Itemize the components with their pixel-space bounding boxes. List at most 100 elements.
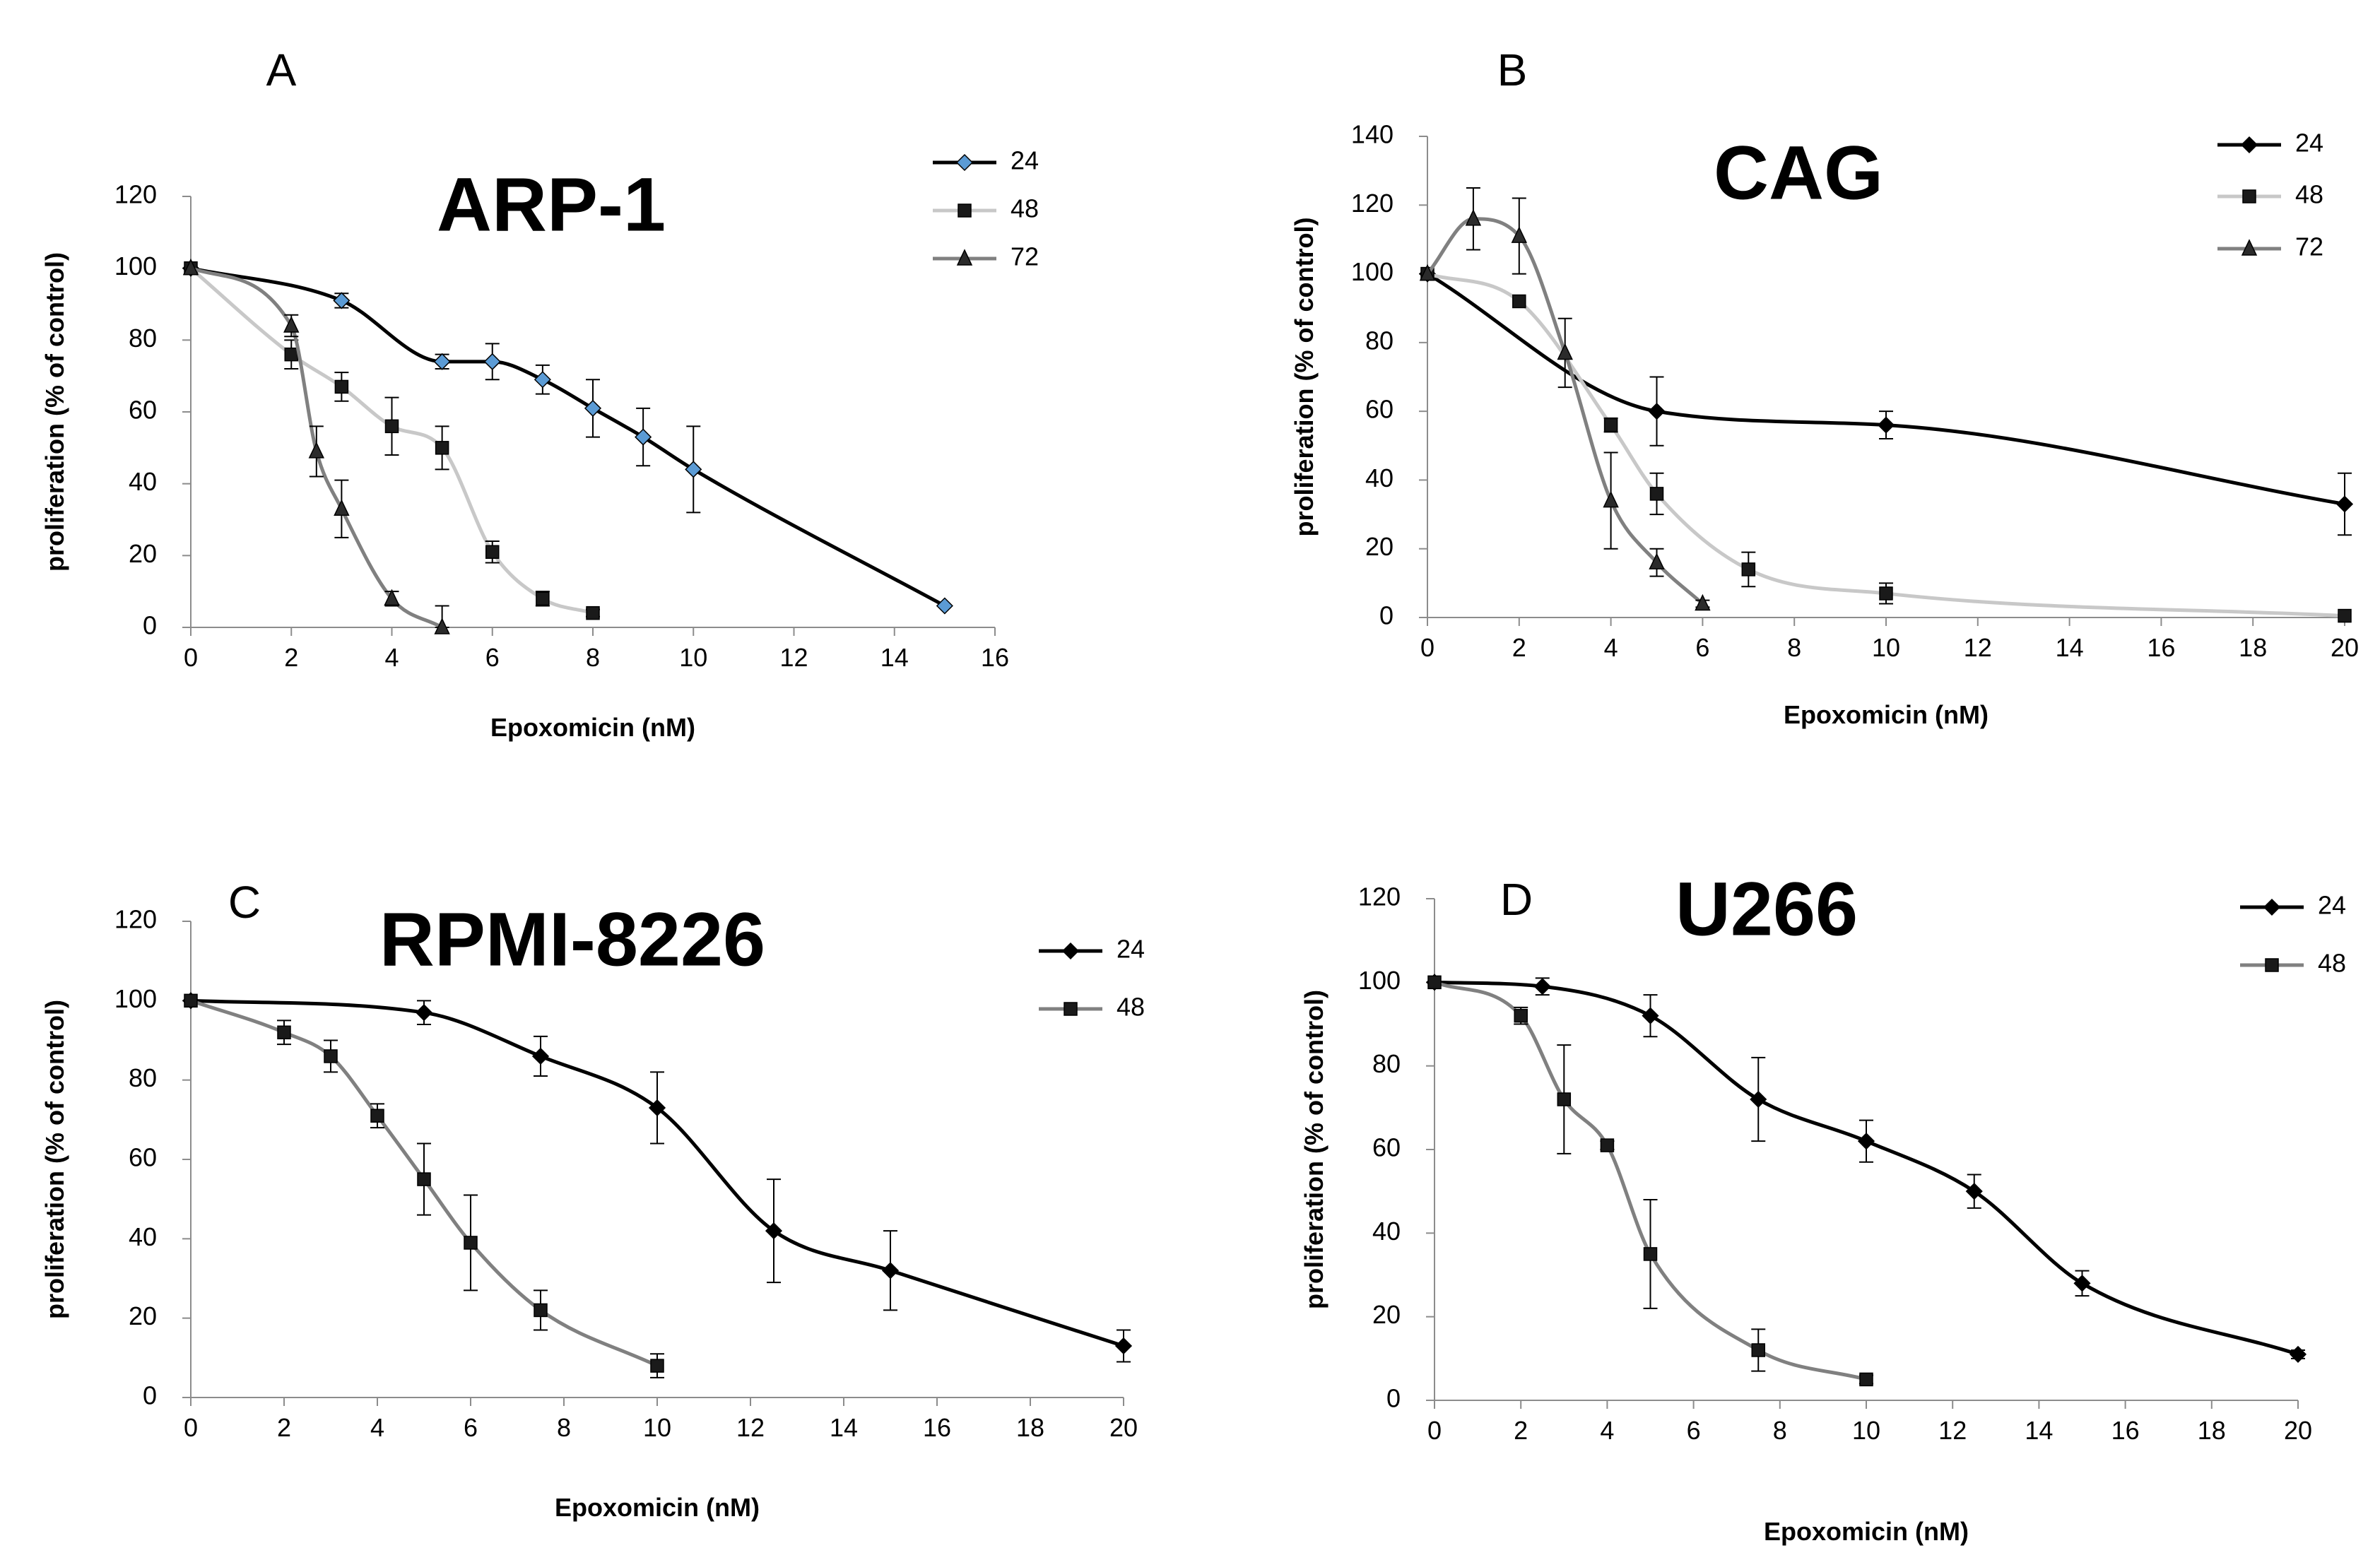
- panel-letter: B: [1497, 45, 1528, 95]
- data-point: [1427, 975, 1442, 990]
- x-tick-label: 14: [880, 643, 909, 672]
- data-point: [1750, 1090, 1767, 1109]
- y-tick-label: 80: [1365, 326, 1394, 355]
- data-point: [324, 1049, 338, 1063]
- y-tick-label: 60: [1365, 395, 1394, 424]
- y-tick-label: 0: [1379, 601, 1394, 630]
- data-point: [1877, 416, 1895, 434]
- legend-marker: [1061, 942, 1080, 960]
- series-48: [184, 993, 664, 1378]
- data-point: [1511, 226, 1527, 243]
- chart-title: CAG: [1714, 130, 1883, 215]
- legend-label: 48: [1011, 194, 1039, 223]
- panel-letter: D: [1500, 874, 1533, 925]
- data-point: [1857, 1133, 1875, 1150]
- y-tick-label: 100: [1351, 257, 1394, 286]
- x-tick-label: 0: [1420, 633, 1435, 662]
- series-line: [190, 266, 946, 608]
- data-point: [334, 379, 349, 394]
- x-tick-label: 16: [2111, 1416, 2140, 1445]
- chart-title: ARP-1: [437, 162, 666, 247]
- x-tick-label: 16: [981, 643, 1009, 672]
- y-tick-label: 120: [114, 180, 157, 209]
- data-point: [434, 618, 450, 634]
- data-point: [334, 499, 350, 516]
- data-point: [485, 545, 500, 559]
- data-point: [1741, 562, 1756, 577]
- series-24: [1425, 974, 2307, 1363]
- series-line: [1427, 272, 2345, 618]
- data-point: [415, 1004, 433, 1022]
- data-point: [1114, 1337, 1133, 1355]
- legend-label: 24: [2295, 129, 2323, 158]
- legend-marker: [2242, 189, 2256, 203]
- series-24: [1418, 265, 2354, 536]
- data-point: [1533, 978, 1551, 995]
- data-point: [536, 591, 550, 606]
- legend-entry-24: 24: [2217, 129, 2323, 158]
- data-point: [433, 353, 451, 370]
- y-tick-label: 120: [114, 905, 157, 934]
- y-tick-label: 40: [129, 1222, 157, 1251]
- data-point: [308, 442, 325, 459]
- x-tick-label: 0: [184, 643, 198, 672]
- series-48: [1420, 266, 2352, 623]
- legend-entry-72: 72: [933, 242, 1039, 271]
- x-tick-label: 14: [2025, 1416, 2053, 1445]
- data-point: [1859, 1372, 1873, 1387]
- x-tick-label: 2: [284, 643, 298, 672]
- x-tick-label: 2: [1512, 633, 1526, 662]
- x-axis-label: Epoxomicin (nM): [1764, 1517, 1969, 1546]
- y-tick-label: 140: [1351, 120, 1394, 149]
- panel-letter: A: [266, 45, 297, 95]
- x-tick-label: 8: [586, 643, 600, 672]
- series-72: [182, 258, 450, 634]
- y-tick-label: 80: [129, 1063, 157, 1092]
- data-point: [1600, 1138, 1615, 1152]
- x-tick-label: 0: [1427, 1416, 1442, 1445]
- x-tick-label: 14: [830, 1413, 858, 1442]
- series-line: [1426, 272, 2345, 506]
- x-tick-label: 2: [1514, 1416, 1528, 1445]
- data-point: [1603, 490, 1619, 508]
- x-axis-label: Epoxomicin (nM): [555, 1493, 760, 1522]
- data-point: [1648, 403, 1666, 420]
- y-tick-label: 100: [114, 984, 157, 1013]
- data-point: [1695, 593, 1711, 611]
- data-point: [464, 1236, 478, 1250]
- x-tick-label: 10: [1872, 633, 1900, 662]
- series-24: [182, 992, 1133, 1363]
- data-point: [1965, 1183, 1983, 1200]
- data-point: [534, 371, 551, 389]
- data-point: [2073, 1275, 2091, 1292]
- y-tick-label: 0: [143, 611, 157, 640]
- panel-letter: C: [228, 877, 261, 928]
- x-tick-label: 16: [2147, 633, 2175, 662]
- x-tick-label: 20: [2331, 633, 2359, 662]
- data-point: [1512, 294, 1526, 309]
- data-point: [184, 993, 198, 1008]
- data-point: [1514, 1008, 1528, 1023]
- x-tick-label: 12: [736, 1413, 765, 1442]
- data-point: [1879, 586, 1893, 601]
- y-tick-label: 20: [1372, 1300, 1401, 1329]
- y-tick-label: 60: [129, 396, 157, 425]
- legend-label: 48: [2295, 180, 2323, 209]
- data-point: [584, 399, 602, 417]
- legend-label: 48: [2318, 949, 2346, 978]
- y-tick-label: 40: [1372, 1217, 1401, 1246]
- y-tick-label: 0: [1386, 1384, 1401, 1413]
- x-tick-label: 8: [1787, 633, 1801, 662]
- legend-entry-24: 24: [1039, 935, 1145, 964]
- data-point: [277, 1025, 291, 1040]
- legend-marker: [2240, 136, 2258, 154]
- x-tick-label: 8: [557, 1413, 571, 1442]
- data-point: [648, 1099, 666, 1117]
- legend-marker: [958, 203, 972, 218]
- data-point: [284, 347, 298, 362]
- data-point: [2338, 608, 2352, 623]
- y-tick-label: 120: [1358, 882, 1401, 911]
